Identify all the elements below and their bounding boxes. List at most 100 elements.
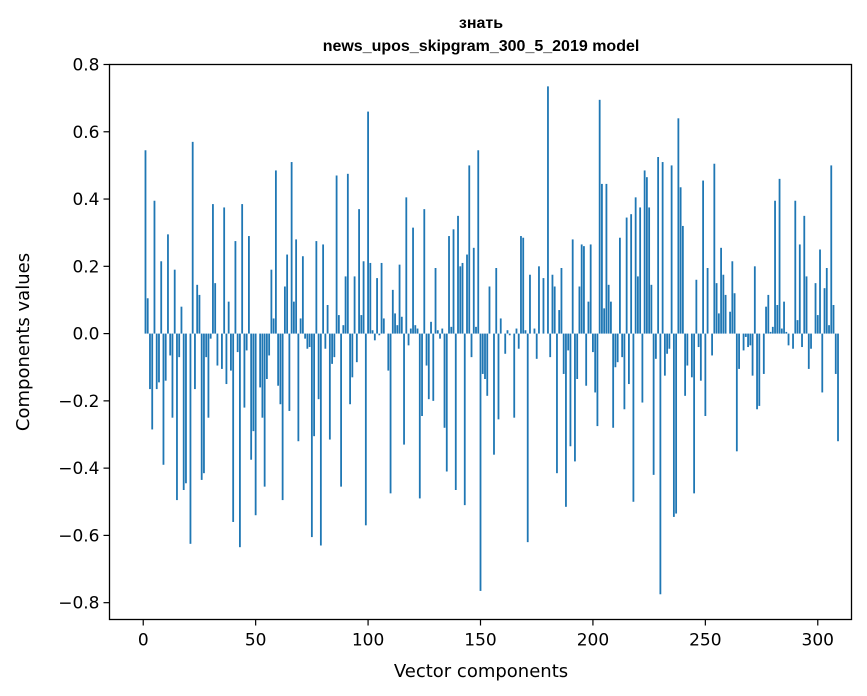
- bar-component-41: [234, 241, 237, 334]
- bar-component-84: [331, 333, 333, 364]
- x-tick-label: 50: [245, 631, 267, 651]
- bar-component-228: [654, 333, 657, 359]
- bar-component-190: [569, 333, 572, 447]
- bar-component-231: [661, 162, 664, 334]
- bar-component-103: [373, 333, 376, 341]
- bar-component-25: [198, 294, 201, 334]
- bar-component-306: [830, 165, 833, 334]
- bar-component-201: [594, 333, 597, 393]
- bar-component-39: [230, 333, 232, 371]
- bar-component-242: [686, 333, 689, 366]
- bar-component-19: [185, 333, 187, 484]
- bar-component-48: [250, 333, 253, 460]
- bar-component-66: [290, 162, 293, 334]
- bar-component-214: [623, 333, 626, 410]
- x-tick-label: 200: [577, 631, 609, 651]
- bar-component-224: [645, 177, 648, 334]
- bar-component-42: [236, 333, 239, 353]
- bar-component-80: [322, 244, 325, 334]
- bar-component-299: [814, 283, 817, 334]
- x-tick-label: 300: [802, 631, 834, 651]
- bar-component-212: [619, 237, 621, 334]
- bar-component-126: [425, 333, 428, 366]
- bar-component-197: [585, 333, 588, 386]
- bar-component-9: [162, 333, 165, 465]
- bar-component-89: [342, 325, 345, 334]
- bar-component-239: [679, 187, 682, 334]
- bar-component-256: [717, 313, 720, 334]
- bar-component-1: [144, 150, 147, 334]
- bar-component-147: [472, 247, 475, 334]
- bar-component-114: [398, 264, 401, 334]
- bar-component-112: [394, 313, 396, 334]
- chart-title-line-2: news_upos_skipgram_300_5_2019 model: [323, 38, 640, 55]
- bar-component-142: [461, 262, 464, 334]
- bar-component-26: [200, 333, 203, 480]
- bar-component-253: [711, 333, 713, 356]
- x-tick-label: 250: [689, 631, 721, 651]
- bar-component-77: [315, 241, 318, 334]
- bar-component-194: [578, 286, 581, 334]
- bar-component-235: [670, 165, 673, 334]
- bar-component-195: [580, 244, 583, 334]
- y-tick-label: 0.2: [72, 257, 99, 277]
- bar-component-27: [203, 333, 205, 474]
- bar-component-43: [239, 333, 241, 548]
- bar-component-220: [636, 276, 639, 334]
- bar-component-29: [207, 333, 210, 418]
- bar-component-291: [796, 320, 799, 334]
- bar-component-258: [722, 274, 725, 334]
- bar-component-254: [713, 163, 716, 334]
- bar-component-230: [659, 333, 662, 595]
- bar-component-294: [803, 215, 806, 334]
- bar-component-153: [486, 333, 489, 396]
- bar-component-172: [529, 274, 531, 334]
- bar-component-21: [189, 333, 192, 544]
- bar-component-245: [693, 333, 696, 494]
- bar-component-182: [551, 274, 554, 334]
- bar-component-46: [245, 333, 248, 351]
- bar-component-309: [837, 333, 839, 442]
- bar-component-223: [643, 170, 646, 334]
- bar-component-62: [281, 333, 284, 501]
- bar-component-189: [567, 333, 570, 351]
- bar-component-226: [650, 284, 653, 334]
- bar-component-280: [771, 326, 774, 334]
- bar-component-56: [268, 333, 271, 356]
- bar-component-122: [416, 328, 419, 334]
- bar-component-272: [753, 266, 756, 334]
- bar-component-277: [765, 306, 767, 334]
- bar-component-141: [459, 266, 462, 334]
- bar-component-32: [214, 283, 217, 334]
- bar-component-139: [454, 333, 457, 490]
- bar-component-76: [313, 333, 316, 437]
- bar-component-2: [146, 298, 149, 334]
- bar-component-99: [364, 333, 367, 526]
- bar-component-293: [801, 333, 803, 348]
- bar-component-202: [596, 333, 599, 427]
- bar-component-308: [834, 333, 837, 374]
- bar-component-162: [506, 330, 509, 334]
- bar-component-49: [252, 333, 255, 432]
- bar-component-102: [371, 330, 374, 334]
- bar-component-38: [227, 301, 230, 334]
- bar-component-131: [436, 330, 439, 334]
- x-tick-label: 0: [138, 631, 149, 651]
- chart-title-line-1: знать: [459, 15, 503, 32]
- bar-component-257: [720, 247, 722, 334]
- y-tick-label: −0.8: [58, 594, 99, 614]
- bar-component-171: [526, 333, 529, 543]
- bar-component-121: [414, 325, 417, 334]
- bar-component-17: [180, 306, 183, 334]
- bar-component-271: [751, 333, 754, 376]
- bar-component-186: [560, 268, 563, 334]
- bar-component-307: [832, 305, 835, 334]
- bar-component-176: [538, 266, 540, 334]
- bar-component-61: [279, 333, 282, 405]
- x-axis-label: Vector components: [394, 661, 568, 682]
- bar-component-54: [263, 333, 266, 487]
- y-tick-label: 0.4: [72, 190, 99, 210]
- bar-component-109: [387, 333, 390, 371]
- bar-component-192: [574, 333, 576, 462]
- bar-component-93: [351, 333, 354, 378]
